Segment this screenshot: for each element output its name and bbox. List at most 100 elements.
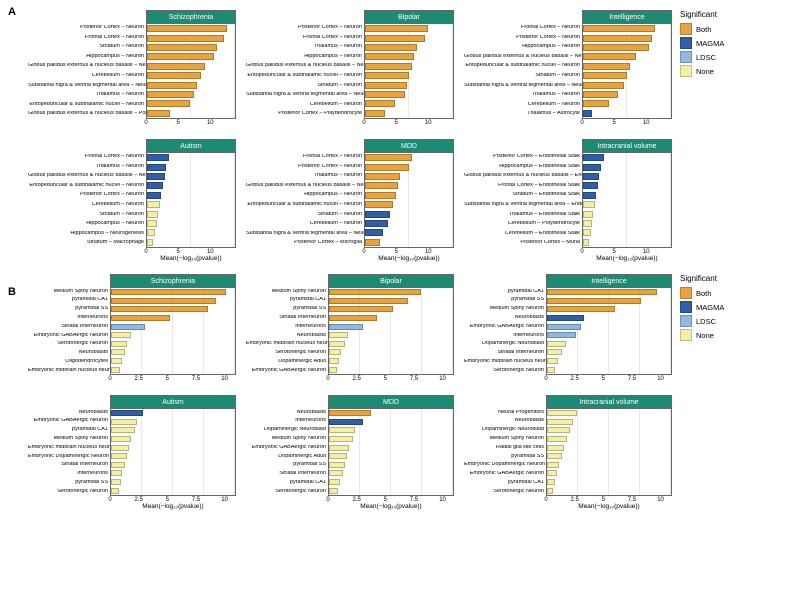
- legend-title: Significant: [680, 274, 760, 283]
- legend-item: LDSC: [680, 51, 760, 63]
- plot-area: [364, 152, 454, 248]
- bar: [329, 488, 338, 494]
- bar: [147, 154, 169, 161]
- y-tick-label: Substantia nigra & ventral tegmental are…: [246, 231, 364, 237]
- y-tick-label: Thalamus – Endothelial Stalk: [464, 212, 582, 218]
- y-tick-label: Posterior Cortex – Neuron: [246, 25, 364, 31]
- bar: [329, 315, 377, 321]
- y-axis-labels: NeuroblastsinterneuronsDopaminergic Neur…: [246, 408, 328, 496]
- bar: [365, 229, 383, 236]
- facet-plot: Intracranial volumeNeural ProgenitorsNeu…: [464, 395, 672, 510]
- y-tick-label: Radial glia like cells: [464, 445, 546, 451]
- y-tick-label: Embryonic GABAergic Neuron: [28, 418, 110, 424]
- legend-item: LDSC: [680, 315, 760, 327]
- y-tick-label: pyramidal SS: [464, 297, 546, 303]
- bar: [365, 72, 409, 79]
- facet-plot: SchizophreniaMedium Spiny Neuronpyramida…: [28, 274, 236, 389]
- x-axis: 0510: [246, 119, 454, 133]
- bar: [365, 239, 380, 246]
- plot-area: [146, 152, 236, 248]
- legend-label: Both: [696, 25, 711, 34]
- y-tick-label: Neuroblasts: [246, 410, 328, 416]
- y-tick-label: Cerebellum – Neuron: [246, 102, 364, 108]
- bar: [583, 100, 609, 107]
- y-tick-label: Serotonergic Neuron: [464, 489, 546, 495]
- y-tick-label: Medium Spiny Neuron: [464, 436, 546, 442]
- x-tick-label: 0: [362, 120, 365, 126]
- facet-plot: BipolarPosterior Cortex – NeuronFrontal …: [246, 10, 454, 133]
- y-tick-label: Medium Spiny Neuron: [28, 289, 110, 295]
- y-tick-label: Neuroblasts: [246, 333, 328, 339]
- y-tick-label: Cerebellum – Neuron: [246, 221, 364, 227]
- y-tick-label: pyramidal SS: [464, 454, 546, 460]
- bar: [365, 154, 412, 161]
- bar: [583, 182, 598, 189]
- bar: [147, 53, 214, 60]
- legend: SignificantBothMAGMALDSCNone: [680, 10, 760, 79]
- y-tick-label: Frontal Cortex – Endothelial Stalk: [464, 183, 582, 189]
- bar: [547, 324, 581, 330]
- y-tick-label: Striatal Interneuron: [464, 350, 546, 356]
- y-tick-label: Posterior Cortex – Neuron: [28, 25, 146, 31]
- bar: [583, 164, 601, 171]
- bar: [365, 164, 409, 171]
- y-tick-label: Embryonic Dopaminergic Neuron: [464, 462, 546, 468]
- panel-letter: B: [8, 286, 16, 298]
- x-tick-label: 10: [643, 120, 650, 126]
- y-tick-label: Oligodendrocytes: [28, 359, 110, 365]
- y-tick-label: Serotonergic Neuron: [28, 489, 110, 495]
- bar: [111, 445, 129, 451]
- x-tick-label: 5: [602, 376, 605, 382]
- x-tick-label: 0: [108, 376, 111, 382]
- legend-swatch: [680, 315, 692, 327]
- y-tick-label: Dopaminergic Neuroblast: [464, 341, 546, 347]
- x-tick-label: 0: [580, 120, 583, 126]
- y-tick-label: pyramidal SS: [246, 306, 328, 312]
- x-axis-label: Mean(−log₁₀(pvalue)): [110, 503, 236, 510]
- y-tick-label: Substantia nigra & ventral tegmental are…: [28, 83, 146, 89]
- legend-item: None: [680, 329, 760, 341]
- y-tick-label: Medium Spiny Neuron: [28, 436, 110, 442]
- x-axis-label: Mean(−log₁₀(pvalue)): [146, 255, 236, 262]
- bar: [111, 488, 119, 494]
- y-tick-label: Thalamus – Neuron: [246, 44, 364, 50]
- x-tick-label: 2.5: [570, 376, 578, 382]
- bar: [365, 220, 388, 227]
- legend-item: None: [680, 65, 760, 77]
- y-tick-label: pyramidal CA1: [246, 297, 328, 303]
- bar: [329, 462, 345, 468]
- bar: [547, 341, 566, 347]
- y-tick-label: Serotonergic Neuron: [464, 368, 546, 374]
- y-tick-label: Neural Progenitors: [464, 410, 546, 416]
- y-tick-label: Neuroblasts: [464, 315, 546, 321]
- y-tick-label: Globus pallidus externus & nucleus basal…: [28, 63, 146, 69]
- bar: [329, 289, 421, 295]
- bar: [583, 110, 592, 117]
- bar: [329, 367, 337, 373]
- plot-area: [546, 408, 672, 496]
- y-tick-label: Posterior Cortex – Microglia: [246, 240, 364, 246]
- bar: [365, 100, 395, 107]
- bar: [547, 462, 559, 468]
- facet-title: Intracranial volume: [546, 395, 672, 408]
- x-axis: 02.557.510: [246, 375, 454, 389]
- y-tick-label: Neuroblasts: [28, 350, 110, 356]
- bar: [365, 110, 385, 117]
- x-axis: 02.557.510Mean(−log₁₀(pvalue)): [246, 496, 454, 510]
- y-tick-label: Substantia nigra & ventral tegmental are…: [246, 92, 364, 98]
- y-tick-label: interneurons: [28, 471, 110, 477]
- legend-label: MAGMA: [696, 39, 724, 48]
- facet-title: Bipolar: [364, 10, 454, 23]
- y-tick-label: Embryonic GABAergic Neuron: [464, 471, 546, 477]
- x-axis: 02.557.510Mean(−log₁₀(pvalue)): [28, 496, 236, 510]
- y-tick-label: Striatum – Neuron: [28, 212, 146, 218]
- y-tick-label: Entopeduncular & subthalamic nuclei – Ne…: [28, 102, 146, 108]
- y-tick-label: Embryonic GABAergic Neuron: [464, 324, 546, 330]
- y-tick-label: Serotonergic Neuron: [246, 350, 328, 356]
- facet-grid: SchizophreniaMedium Spiny Neuronpyramida…: [28, 274, 672, 510]
- x-axis: 02.557.510: [464, 375, 672, 389]
- y-tick-label: Embryonic GABAergic Neuron: [246, 368, 328, 374]
- bar: [111, 298, 216, 304]
- x-tick-label: 5: [176, 120, 179, 126]
- y-tick-label: Hippocampus – Neuron: [464, 44, 582, 50]
